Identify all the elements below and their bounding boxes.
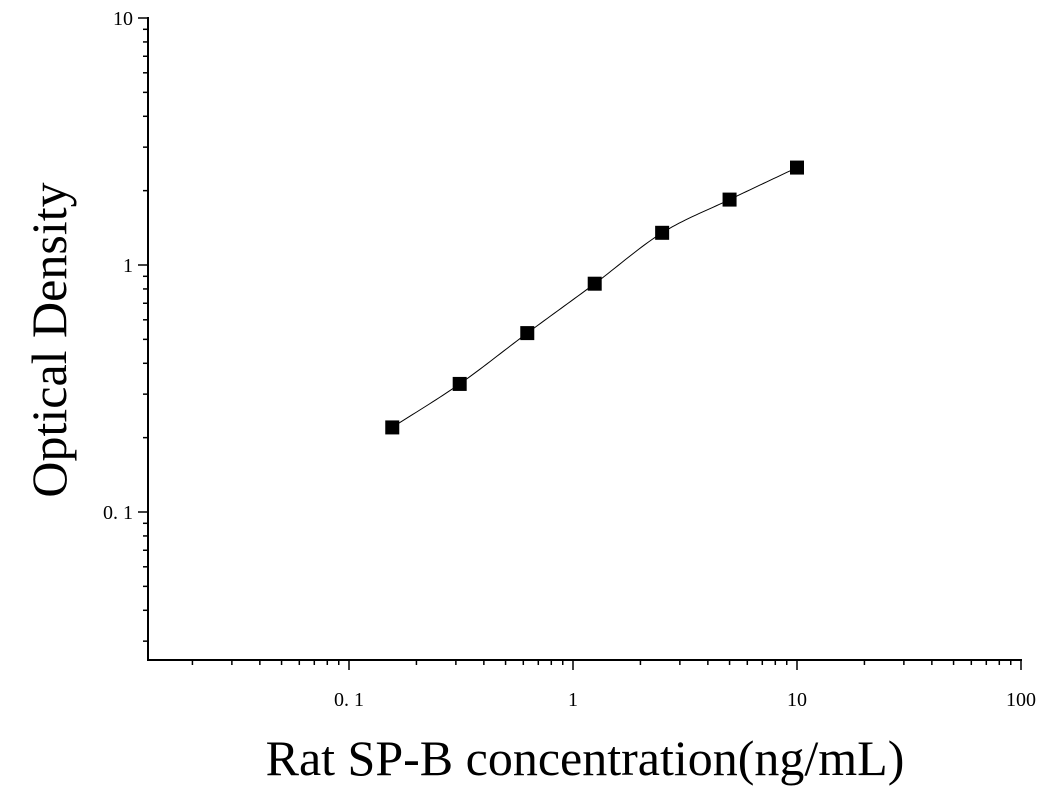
y-tick-label: 1 — [123, 255, 133, 277]
x-tick-label: 1 — [568, 689, 578, 711]
data-points — [385, 160, 804, 435]
x-tick-label: 100 — [1006, 689, 1036, 711]
data-point — [520, 326, 535, 341]
x-axis-title: Rat SP-B concentration(ng/mL) — [266, 730, 905, 786]
data-point — [587, 276, 602, 291]
y-axis-title: Optical Density — [21, 182, 77, 497]
data-point — [790, 160, 804, 175]
data-point — [655, 225, 670, 240]
axes — [147, 17, 1022, 661]
data-point — [452, 376, 467, 391]
data-point — [385, 420, 400, 435]
x-tick-label: 10 — [787, 689, 807, 711]
data-point — [722, 192, 737, 207]
y-axis-ticks: 0. 1 1 10 — [103, 8, 148, 642]
y-tick-label: 10 — [113, 8, 133, 30]
y-tick-label: 0. 1 — [103, 502, 133, 524]
x-tick-label: 0. 1 — [334, 689, 364, 711]
x-axis-ticks: 0. 1 1 10 100 — [191, 660, 1036, 711]
